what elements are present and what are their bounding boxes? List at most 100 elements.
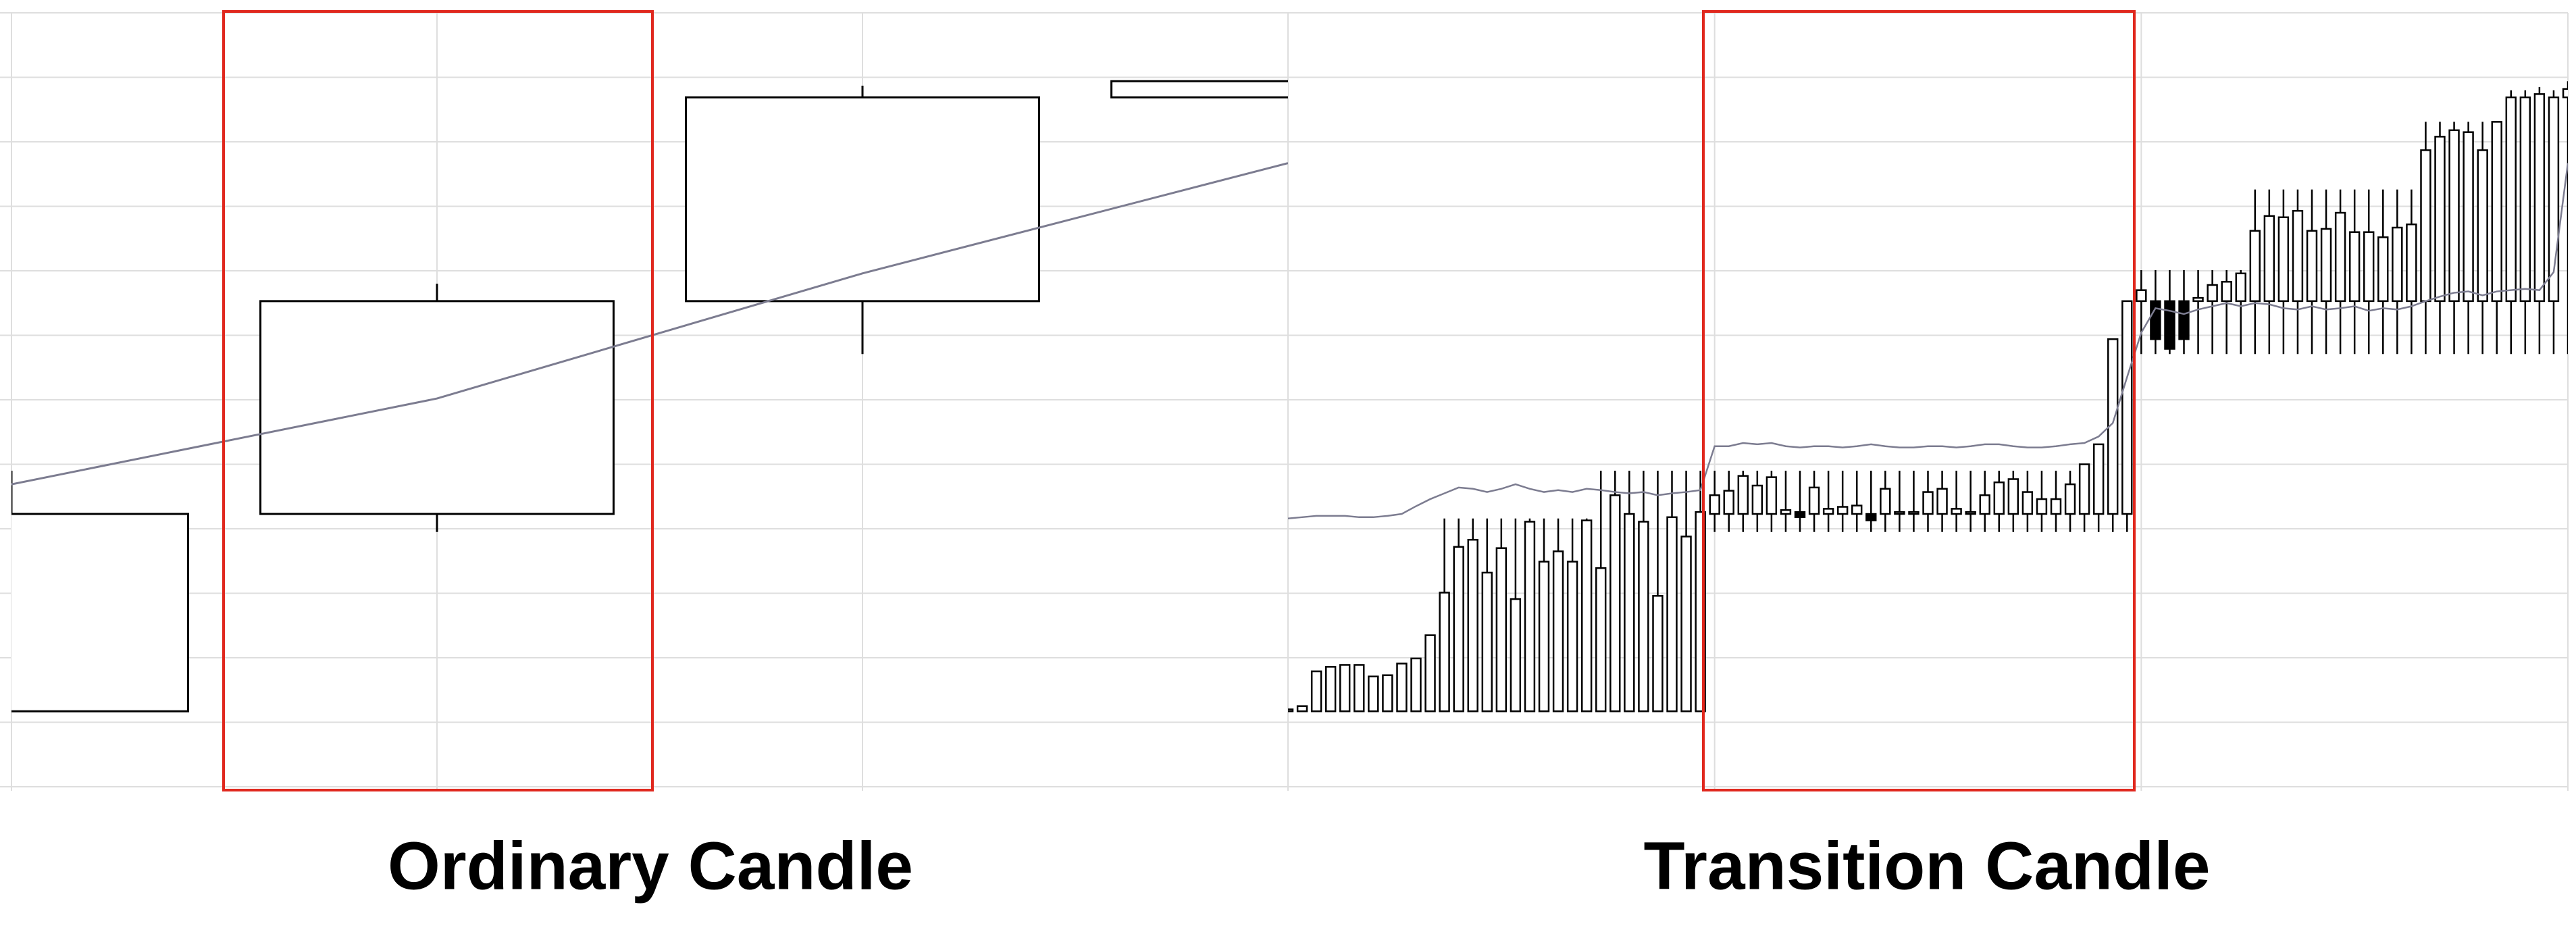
candles bbox=[11, 80, 1288, 712]
candle-body bbox=[2320, 228, 2332, 303]
candle-body bbox=[1652, 595, 1664, 712]
candle-body bbox=[1580, 519, 1593, 712]
candle-body bbox=[2249, 230, 2261, 303]
candles bbox=[1288, 81, 2568, 712]
candle-body bbox=[1993, 481, 2005, 515]
moving-average-line bbox=[1288, 163, 2568, 519]
candle-body bbox=[1510, 598, 1522, 712]
candle-body bbox=[2150, 300, 2161, 340]
candle-body bbox=[1310, 670, 1322, 712]
candle-body bbox=[1110, 80, 1288, 99]
candle-body bbox=[2235, 272, 2246, 303]
candle-body bbox=[1538, 561, 1550, 712]
candle-body bbox=[1566, 561, 1578, 712]
candle-body bbox=[2036, 498, 2048, 515]
candle-body bbox=[2448, 129, 2460, 303]
candle-body bbox=[2505, 96, 2517, 303]
candle-body bbox=[1737, 475, 1749, 515]
candle-body bbox=[2392, 226, 2403, 303]
candle-body bbox=[1680, 536, 1692, 712]
candle-body bbox=[1453, 546, 1464, 712]
candle-body bbox=[2064, 483, 2076, 515]
candle-body bbox=[2377, 236, 2389, 303]
candle-body bbox=[1936, 488, 1948, 515]
candle-body bbox=[1723, 490, 1734, 515]
candle-body bbox=[2519, 96, 2531, 303]
candle-body bbox=[1524, 521, 1536, 712]
candle-body bbox=[1666, 516, 1678, 712]
candle-body bbox=[2292, 209, 2304, 303]
candle-body bbox=[1410, 657, 1422, 712]
candle-body bbox=[1951, 508, 1962, 515]
candle-body bbox=[1382, 674, 1393, 712]
candle-body bbox=[1288, 708, 1294, 712]
candle-body bbox=[2463, 131, 2474, 303]
candle-body bbox=[2136, 289, 2147, 303]
candle-body bbox=[2533, 93, 2546, 303]
chart-caption: Ordinary Candle bbox=[388, 828, 913, 904]
candle-body bbox=[1922, 491, 1934, 515]
highlight-box bbox=[222, 10, 654, 791]
candle-body bbox=[2277, 216, 2290, 303]
grid bbox=[1287, 12, 2569, 791]
candle-body bbox=[1296, 705, 1308, 712]
marks-layer bbox=[11, 80, 2568, 712]
candle-body bbox=[2562, 88, 2568, 99]
candle-body bbox=[2078, 463, 2090, 515]
candle-body bbox=[1624, 513, 1635, 712]
candle-body bbox=[2121, 300, 2133, 515]
candle-body bbox=[1780, 509, 1792, 515]
candle-body bbox=[2164, 300, 2175, 350]
candle-body bbox=[1609, 494, 1621, 712]
candle-body bbox=[1751, 484, 1763, 515]
candle-body bbox=[2420, 149, 2431, 303]
candle-body bbox=[1894, 511, 1905, 515]
candle-body bbox=[1339, 664, 1351, 712]
candle-body bbox=[1368, 675, 1379, 712]
candle-body bbox=[1822, 508, 1834, 515]
candle-body bbox=[2263, 215, 2275, 303]
candle-body bbox=[2477, 149, 2488, 303]
grid bbox=[0, 12, 1289, 791]
candle-body bbox=[2092, 443, 2105, 515]
candle-body bbox=[1638, 521, 1649, 712]
candle-body bbox=[2306, 230, 2318, 303]
candle-body bbox=[1439, 592, 1450, 712]
candle-body bbox=[1908, 511, 1920, 515]
candle-body bbox=[1880, 488, 1891, 515]
candle-body bbox=[1552, 550, 1564, 712]
candle-body bbox=[1324, 666, 1337, 712]
candle-body bbox=[2178, 300, 2190, 340]
candle-body bbox=[1424, 634, 1436, 712]
candle-body bbox=[2207, 284, 2218, 303]
candle-body bbox=[2406, 223, 2417, 303]
candle-body bbox=[2221, 280, 2232, 303]
highlight-box bbox=[1702, 10, 2136, 791]
candle-body bbox=[11, 513, 189, 712]
candle-body bbox=[1495, 547, 1508, 712]
candle-body bbox=[1965, 511, 1976, 515]
candle-body bbox=[1467, 538, 1478, 712]
candle-body bbox=[2021, 491, 2034, 515]
candle-body bbox=[685, 96, 1040, 303]
candle-body bbox=[1851, 504, 1863, 515]
chart-caption: Transition Candle bbox=[1643, 828, 2210, 904]
candle-body bbox=[2334, 211, 2346, 303]
candle-body bbox=[1396, 662, 1408, 712]
candle-body bbox=[2363, 231, 2375, 303]
candle-body bbox=[1766, 476, 1778, 515]
candle-body bbox=[1836, 506, 1849, 515]
moving-average-line bbox=[11, 162, 1288, 486]
candle-body bbox=[1709, 494, 1720, 515]
candle-body bbox=[2192, 296, 2204, 303]
candle-body bbox=[2050, 498, 2062, 515]
candle-body bbox=[2348, 231, 2361, 303]
candle-body bbox=[1354, 664, 1365, 712]
candle-body bbox=[1481, 571, 1493, 712]
candle-body bbox=[1794, 511, 1806, 519]
candle-body bbox=[1808, 486, 1820, 515]
candle-body bbox=[1865, 513, 1877, 521]
candle-body bbox=[2434, 136, 2446, 303]
